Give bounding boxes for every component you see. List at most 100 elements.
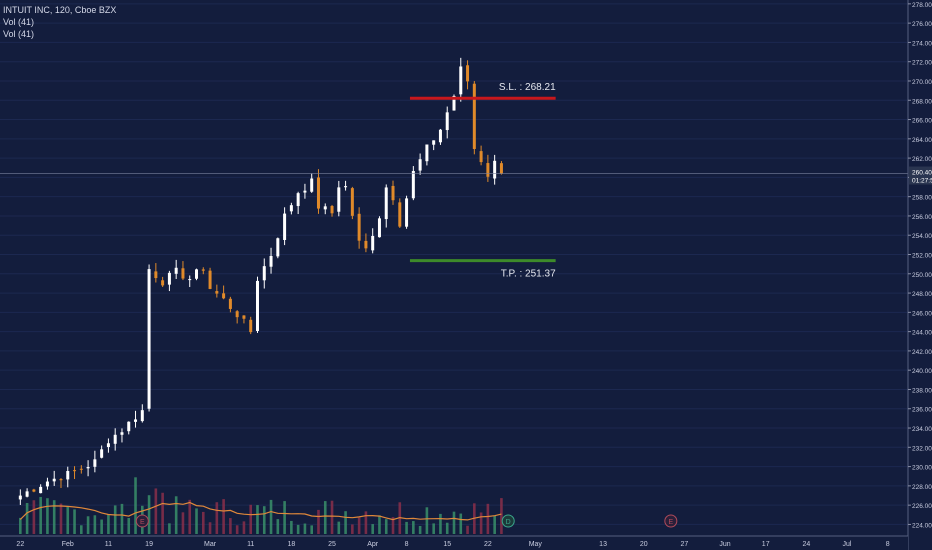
candle[interactable] xyxy=(276,238,280,257)
candle[interactable] xyxy=(323,206,327,210)
volume-bar xyxy=(459,513,463,534)
candle[interactable] xyxy=(418,159,422,171)
candle[interactable] xyxy=(255,280,259,331)
candle[interactable] xyxy=(479,151,483,163)
candle[interactable] xyxy=(493,160,497,179)
candle[interactable] xyxy=(262,266,266,281)
candle[interactable] xyxy=(472,83,476,149)
candle[interactable] xyxy=(154,271,158,279)
candle[interactable] xyxy=(39,486,43,494)
candle[interactable] xyxy=(174,267,178,274)
candle[interactable] xyxy=(167,272,171,285)
candle[interactable] xyxy=(45,481,49,487)
candle[interactable] xyxy=(52,478,56,482)
volume-legend-1[interactable]: Vol (41) xyxy=(3,17,35,27)
candle[interactable] xyxy=(181,268,185,279)
candle[interactable] xyxy=(134,419,138,422)
candle[interactable] xyxy=(86,467,90,469)
dividend-marker[interactable] xyxy=(501,514,515,528)
volume-bar xyxy=(290,520,293,534)
current-price-value: 260.40 xyxy=(912,170,932,177)
candle[interactable] xyxy=(459,66,463,95)
candle[interactable] xyxy=(93,459,97,467)
candle[interactable] xyxy=(215,291,219,294)
candle[interactable] xyxy=(364,240,368,249)
candle[interactable] xyxy=(283,213,287,240)
candle[interactable] xyxy=(337,187,341,212)
candle[interactable] xyxy=(316,177,320,209)
price-tick-label: 224.00 xyxy=(912,522,932,529)
candle[interactable] xyxy=(161,280,165,286)
candle[interactable] xyxy=(147,269,151,409)
candle[interactable] xyxy=(100,449,104,458)
candle[interactable] xyxy=(32,489,36,492)
candle[interactable] xyxy=(303,190,307,193)
candle[interactable] xyxy=(411,170,415,199)
candle[interactable] xyxy=(208,270,212,289)
candle[interactable] xyxy=(120,432,124,435)
candle[interactable] xyxy=(384,187,388,220)
candle[interactable] xyxy=(466,65,470,82)
symbol-title[interactable]: INTUIT INC, 120, Cboe BZX xyxy=(3,5,117,15)
candle[interactable] xyxy=(398,202,402,227)
candle[interactable] xyxy=(140,410,144,422)
candle[interactable] xyxy=(377,218,381,238)
candle[interactable] xyxy=(235,311,239,318)
price-tick-label: 262.00 xyxy=(912,156,932,163)
price-tick-label: 252.00 xyxy=(912,253,932,260)
candle[interactable] xyxy=(438,129,442,143)
candle[interactable] xyxy=(25,491,29,497)
candle[interactable] xyxy=(445,112,449,131)
earnings-marker[interactable] xyxy=(664,514,678,528)
volume-bar xyxy=(161,492,164,534)
candle[interactable] xyxy=(201,269,205,271)
volume-legend-2[interactable]: Vol (41) xyxy=(3,29,35,39)
candle[interactable] xyxy=(296,193,300,207)
volume-bar xyxy=(412,521,415,534)
candle[interactable] xyxy=(195,269,199,279)
candle[interactable] xyxy=(391,185,395,201)
candle[interactable] xyxy=(432,140,436,145)
candle[interactable] xyxy=(66,471,70,480)
candle[interactable] xyxy=(228,298,232,309)
candle[interactable] xyxy=(188,279,192,281)
candle[interactable] xyxy=(222,293,226,299)
candle[interactable] xyxy=(269,255,273,267)
candle[interactable] xyxy=(59,479,63,481)
candle[interactable] xyxy=(249,319,253,333)
volume-bar xyxy=(134,477,137,534)
candle[interactable] xyxy=(18,495,22,500)
candle[interactable] xyxy=(350,188,354,216)
candle[interactable] xyxy=(425,144,429,162)
earnings-marker[interactable] xyxy=(135,514,149,528)
price-tick-label: 228.00 xyxy=(912,484,932,491)
candle[interactable] xyxy=(452,95,456,111)
candle[interactable] xyxy=(242,315,246,319)
price-tick-label: 240.00 xyxy=(912,368,932,375)
candle[interactable] xyxy=(79,468,83,470)
candle[interactable] xyxy=(106,443,110,448)
volume-bar xyxy=(73,509,76,534)
candle[interactable] xyxy=(127,421,131,432)
candle[interactable] xyxy=(357,213,361,241)
candle[interactable] xyxy=(344,186,348,188)
candle[interactable] xyxy=(405,198,409,227)
candle[interactable] xyxy=(371,235,375,251)
price-tick-label: 246.00 xyxy=(912,310,932,317)
volume-bar xyxy=(39,496,42,534)
candle[interactable] xyxy=(113,434,117,444)
price-axis[interactable] xyxy=(908,0,932,550)
candle[interactable] xyxy=(289,205,293,212)
volume-bar xyxy=(384,519,388,534)
candle[interactable] xyxy=(310,178,314,192)
time-axis[interactable] xyxy=(0,536,908,550)
candle[interactable] xyxy=(330,206,334,214)
candle[interactable] xyxy=(499,163,503,174)
time-tick-label: Apr xyxy=(367,541,379,548)
candle[interactable] xyxy=(486,163,490,177)
candle[interactable] xyxy=(73,470,77,472)
volume-bar xyxy=(222,499,225,534)
volume-bar xyxy=(154,488,158,534)
